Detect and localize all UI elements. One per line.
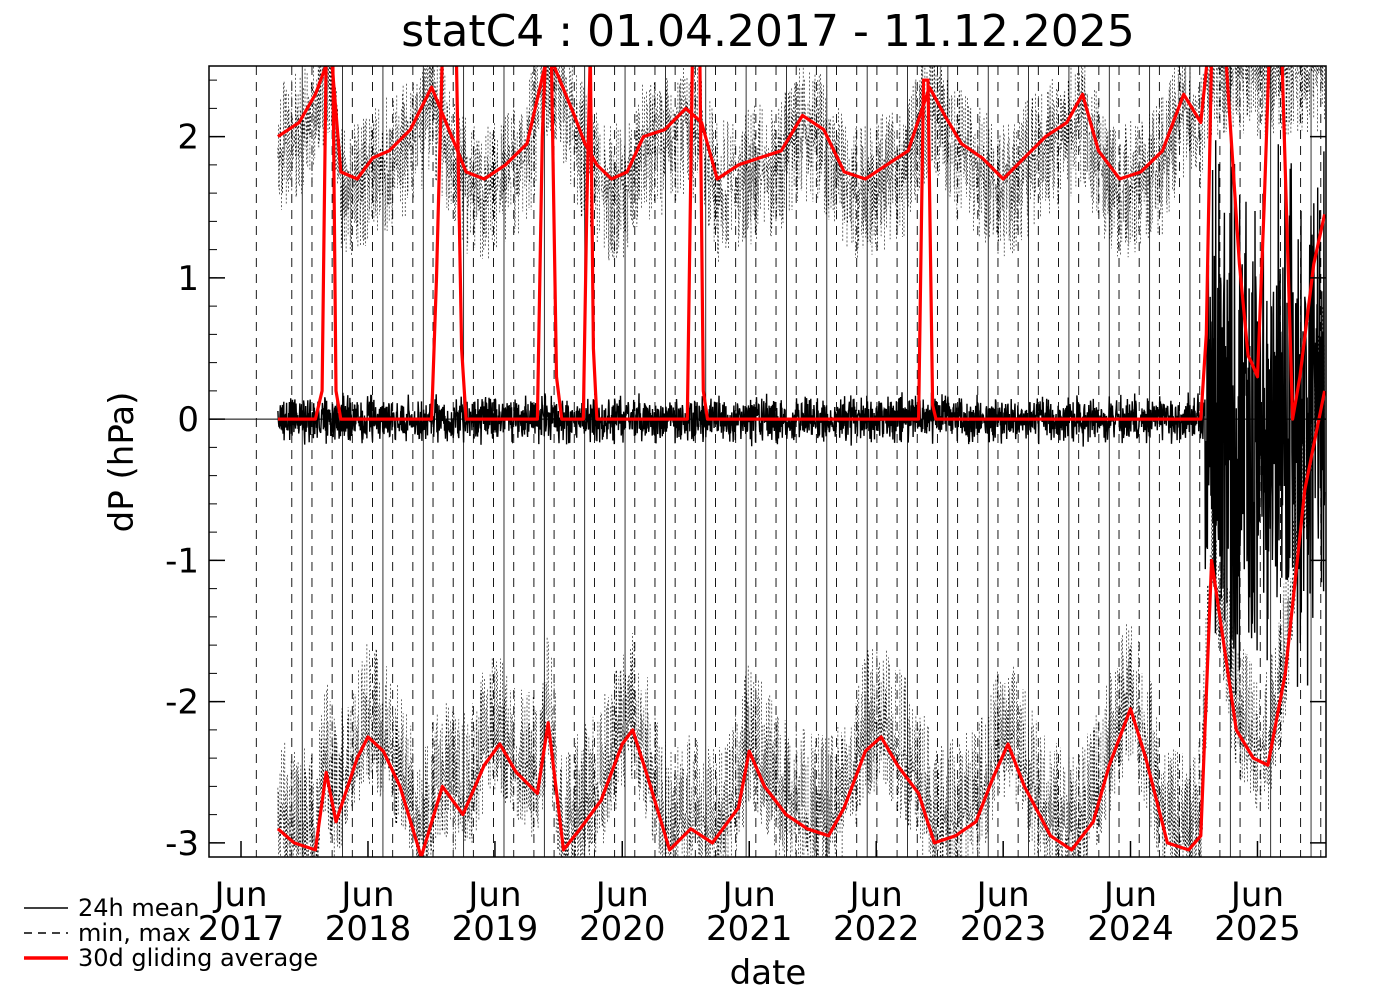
x-tick-label-year-5: 2022 [833,909,920,949]
legend-label-24h-mean: 24h mean [78,894,199,922]
legend: 24h mean min, max 30d gliding average [24,894,318,972]
series-30d-average-2 [276,390,1326,857]
series-30d-average-1 [277,66,1209,181]
x-tick-label-year-3: 2020 [579,909,666,949]
x-tick-label-year-4: 2021 [706,909,793,949]
plot-content [209,66,1326,857]
x-axis-label: date [730,953,807,992]
legend-label-min-max: min, max [78,919,191,947]
x-tick-label-month-1: Jun [339,875,394,915]
y-tick-label--3: -3 [165,824,199,864]
x-tick-label-month-3: Jun [594,875,649,915]
x-tick-label-month-2: Jun [466,875,521,915]
min-max-band-upper [277,66,1325,263]
x-tick-label-month-4: Jun [721,875,776,915]
y-tick-label--1: -1 [165,541,199,581]
legend-label-30d-average: 30d gliding average [78,944,318,972]
x-tick-label-month-8: Jun [1229,875,1284,915]
series-30d-average-0 [277,66,1326,421]
x-tick-label-year-8: 2025 [1214,909,1301,949]
x-tick-label-month-7: Jun [1102,875,1157,915]
chart-title: statC4 : 01.04.2017 - 11.12.2025 [401,6,1135,57]
y-tick-label-2: 2 [177,118,199,158]
x-tick-label-month-0: Jun [212,875,267,915]
plot-frame [208,65,1327,858]
y-axis: -3 -2 -1 0 1 2 [165,79,1326,864]
series-24h-mean [277,133,1326,695]
x-axis: Jun2017Jun2018Jun2019Jun2020Jun2021Jun20… [198,841,1301,949]
x-tick-label-year-6: 2023 [960,909,1047,949]
x-tick-label-year-2: 2019 [452,909,539,949]
plot-area [209,66,1326,857]
x-tick-label-year-0: 2017 [198,909,285,949]
x-tick-label-year-1: 2018 [325,909,412,949]
x-tick-label-month-6: Jun [975,875,1030,915]
x-tick-label-year-7: 2024 [1087,909,1174,949]
y-axis-label: dP (hPa) [102,392,142,533]
y-tick-label-1: 1 [177,259,199,299]
y-tick-label-0: 0 [177,400,199,440]
x-tick-label-month-5: Jun [848,875,903,915]
y-tick-label--2: -2 [165,683,199,723]
